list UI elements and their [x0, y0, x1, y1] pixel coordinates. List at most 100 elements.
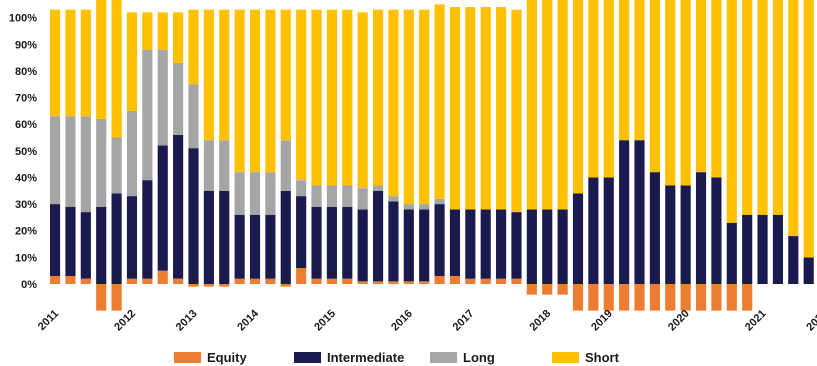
- bar-segment-long: [388, 196, 399, 202]
- bar-segment-equity: [572, 284, 584, 311]
- bar-segment-short: [265, 9, 276, 173]
- bar-segment-intermediate: [388, 201, 399, 282]
- bar-segment-intermediate: [403, 209, 414, 282]
- bar-segment-intermediate: [80, 212, 91, 279]
- bar-stack: [603, 0, 614, 311]
- bar-segment-equity: [96, 284, 107, 311]
- bar-segment-short: [157, 12, 168, 50]
- bar-segment-short: [465, 7, 476, 210]
- bar-segment-equity: [665, 284, 676, 311]
- y-axis: 0% 10% 20% 30% 40% 50% 60% 70% 80% 90% 100%: [9, 13, 37, 291]
- bar-segment-intermediate: [434, 204, 445, 277]
- bar-stack: [234, 9, 245, 284]
- bar-segment-intermediate: [311, 206, 322, 279]
- y-tick-label: 60%: [15, 119, 37, 131]
- bar-segment-short: [203, 9, 214, 141]
- bar-stack: [280, 9, 291, 287]
- legend-item-equity: Equity: [174, 350, 247, 365]
- bar-segment-equity: [496, 278, 507, 284]
- bar-segment-long: [280, 140, 291, 191]
- bar-segment-short: [80, 9, 91, 117]
- bar-stack: [680, 0, 691, 311]
- bar-segment-equity: [173, 278, 184, 284]
- bar-segment-long: [419, 204, 430, 210]
- legend-label: Short: [585, 350, 620, 365]
- bar-segment-equity: [203, 284, 214, 287]
- bar-segment-equity: [634, 284, 645, 311]
- bar-segment-long: [434, 198, 445, 205]
- bar-segment-equity: [465, 278, 476, 284]
- bar-segment-equity: [65, 276, 76, 284]
- bar-segment-short: [449, 7, 461, 210]
- bar-stack: [357, 12, 368, 284]
- bar-stack: [496, 7, 507, 284]
- bar-segment-short: [742, 0, 753, 215]
- bar-segment-equity: [126, 278, 138, 284]
- bar-segment-short: [372, 9, 384, 186]
- bar-stack: [634, 0, 645, 311]
- bar-segment-intermediate: [742, 214, 753, 284]
- bar-segment-intermediate: [142, 180, 153, 279]
- bar-segment-intermediate: [665, 185, 676, 284]
- x-tick-label: 2022: [804, 308, 817, 334]
- bar-segment-short: [219, 9, 230, 141]
- bar-segment-intermediate: [157, 145, 168, 271]
- bar-stack: [65, 9, 76, 284]
- bar-segment-intermediate: [649, 172, 660, 284]
- bar-segment-short: [757, 0, 768, 215]
- bar-segment-long: [326, 185, 337, 207]
- bar-segment-equity: [480, 278, 491, 284]
- bar-segment-short: [419, 9, 430, 205]
- bar-segment-intermediate: [111, 193, 122, 284]
- bar-segment-equity: [142, 278, 153, 284]
- bar-segment-short: [480, 7, 491, 210]
- bar-segment-intermediate: [449, 209, 461, 277]
- bar-segment-intermediate: [280, 190, 291, 284]
- bar-stack: [772, 0, 784, 284]
- bar-stack: [619, 0, 630, 311]
- bar-segment-equity: [557, 284, 568, 295]
- bar-segment-equity: [603, 284, 614, 311]
- bar-segment-intermediate: [265, 214, 276, 279]
- bar-segment-intermediate: [419, 209, 430, 282]
- legend-item-intermediate: Intermediate: [294, 350, 404, 365]
- bar-segment-short: [96, 0, 107, 119]
- y-tick-label: 80%: [15, 66, 37, 78]
- bar-segment-short: [788, 0, 799, 237]
- bar-segment-equity: [388, 281, 399, 284]
- bar-stack: [711, 0, 722, 311]
- bar-stack: [726, 0, 737, 311]
- bar-stack: [342, 9, 353, 284]
- bar-segment-intermediate: [372, 190, 384, 282]
- bar-segment-short: [511, 9, 522, 213]
- bar-stack: [542, 0, 553, 295]
- bar-stack: [96, 0, 107, 311]
- bar-segment-short: [619, 0, 630, 141]
- bar-stack: [757, 0, 768, 284]
- bar-segment-short: [111, 0, 122, 138]
- bar-segment-long: [111, 137, 122, 194]
- bar-segment-equity: [111, 284, 122, 311]
- bar-segment-long: [50, 116, 61, 205]
- bar-segment-short: [311, 9, 322, 186]
- bar-segment-short: [280, 9, 291, 141]
- bar-segment-equity: [326, 278, 337, 284]
- bar-segment-intermediate: [772, 214, 784, 284]
- bar-segment-long: [403, 204, 414, 210]
- bar-segment-short: [695, 0, 707, 173]
- bar-stack: [557, 0, 568, 295]
- bar-segment-short: [403, 9, 414, 205]
- bar-stack: [449, 7, 461, 284]
- bar-stack: [403, 9, 414, 284]
- bar-segment-intermediate: [557, 209, 568, 284]
- bar-stack: [388, 9, 399, 284]
- x-tick-label: 2014: [235, 307, 261, 333]
- bar-segment-intermediate: [96, 206, 107, 284]
- bar-segment-equity: [234, 278, 245, 284]
- bar-stack: [526, 0, 537, 295]
- bar-segment-short: [65, 9, 76, 117]
- bar-segment-equity: [357, 281, 368, 284]
- legend-item-long: Long: [430, 350, 495, 365]
- bar-segment-short: [188, 9, 199, 85]
- bar-stack: [311, 9, 322, 284]
